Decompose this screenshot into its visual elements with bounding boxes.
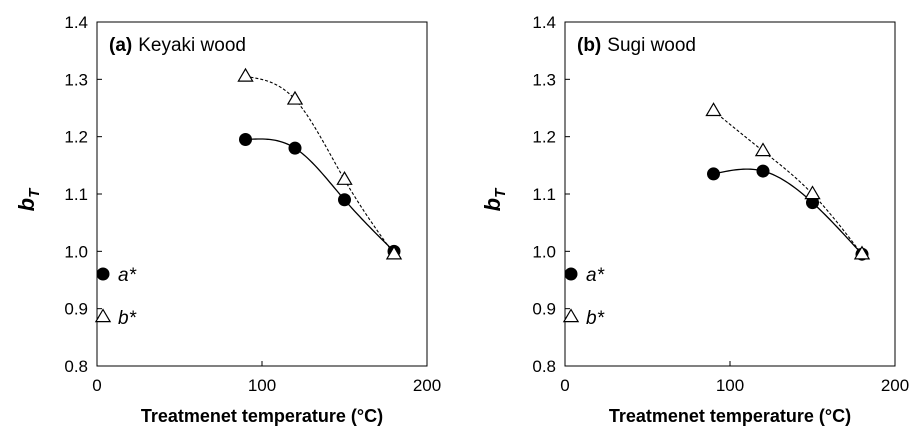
legend-label-b-star: b* xyxy=(586,308,605,329)
legend: a* b* xyxy=(94,265,137,329)
legend: a* b* xyxy=(562,265,605,329)
x-axis-label: Treatmenet temperature (°C) xyxy=(609,406,851,426)
legend-label-b-star: b* xyxy=(118,308,137,329)
legend-marker-b-star xyxy=(94,308,112,323)
data-point-b-star xyxy=(286,90,304,105)
data-point-a-star xyxy=(288,141,302,155)
plot-area-frame xyxy=(96,21,428,367)
x-tick-label: 100 xyxy=(248,376,276,395)
y-tick-label: 1.1 xyxy=(64,185,88,204)
y-tick-label: 1.3 xyxy=(64,70,88,89)
y-axis-label: bT xyxy=(480,187,509,211)
data-point-b-star xyxy=(705,102,722,117)
data-point-b-star xyxy=(853,245,871,260)
data-point-b-star xyxy=(754,142,772,157)
y-axis-label: bT xyxy=(14,187,43,211)
y-tick-label: 1.4 xyxy=(532,13,556,32)
y-tick-label: 0.9 xyxy=(64,300,88,319)
legend-marker-a-star xyxy=(564,267,578,281)
y-tick-label: 1.2 xyxy=(532,128,556,147)
y-tick-label: 1.0 xyxy=(532,242,556,261)
y-tick-label: 0.9 xyxy=(532,300,556,319)
legend-label-a-star: a* xyxy=(586,265,605,286)
y-tick-label: 1.0 xyxy=(64,242,88,261)
chart-panel-b: 0.8 0.9 1.0 1.1 1.2 1.3 1.4 0 100 200 Treatmenet t… xyxy=(480,13,909,426)
panel-title: (b) Sugi wood xyxy=(577,35,696,56)
data-point-b-star xyxy=(336,170,353,185)
chart-panel-a: 0.8 0.9 1.0 1.1 1.2 1.3 1.4 0 100 200 Treatmenet t… xyxy=(14,13,441,426)
y-axis-label-subscript: T xyxy=(492,187,509,198)
y-tick-label: 1.1 xyxy=(532,185,556,204)
plot-area-frame xyxy=(564,21,896,367)
legend-marker-b-star xyxy=(562,308,580,323)
series-line-b-star xyxy=(245,75,395,255)
data-point-a-star xyxy=(338,193,351,207)
x-tick-label: 200 xyxy=(881,376,909,395)
series-line-b-star xyxy=(713,110,863,255)
x-tick-label: 0 xyxy=(92,376,101,395)
data-point-b-star xyxy=(804,185,821,200)
x-tick-label: 200 xyxy=(413,376,441,395)
legend-marker-a-star xyxy=(96,267,110,281)
panel-title: (a) Keyaki wood xyxy=(109,35,246,56)
y-tick-label: 1.3 xyxy=(532,70,556,89)
y-tick-label: 0.8 xyxy=(64,357,88,376)
x-axis-label: Treatmenet temperature (°C) xyxy=(141,406,383,426)
panel-tag: (b) xyxy=(577,35,601,56)
y-tick-label: 0.8 xyxy=(532,357,556,376)
x-tick-label: 0 xyxy=(560,376,569,395)
y-axis-label-main: b xyxy=(480,198,505,211)
series-line-a-star xyxy=(245,138,395,252)
y-axis-label-subscript: T xyxy=(26,187,43,198)
data-point-b-star xyxy=(385,245,403,260)
panel-tag: (a) xyxy=(109,35,132,56)
data-point-a-star xyxy=(806,196,819,210)
series-line-a-star xyxy=(713,168,863,255)
data-point-a-star xyxy=(756,164,770,178)
x-tick-label: 100 xyxy=(716,376,744,395)
data-point-a-star xyxy=(707,167,720,181)
panel-name: Keyaki wood xyxy=(138,35,246,56)
legend-label-a-star: a* xyxy=(118,265,137,286)
y-tick-label: 1.4 xyxy=(64,13,88,32)
y-tick-label: 1.2 xyxy=(64,128,88,147)
data-point-b-star xyxy=(237,67,254,82)
data-point-a-star xyxy=(239,133,252,147)
panel-name: Sugi wood xyxy=(607,35,696,56)
y-axis-label-main: b xyxy=(14,198,39,211)
